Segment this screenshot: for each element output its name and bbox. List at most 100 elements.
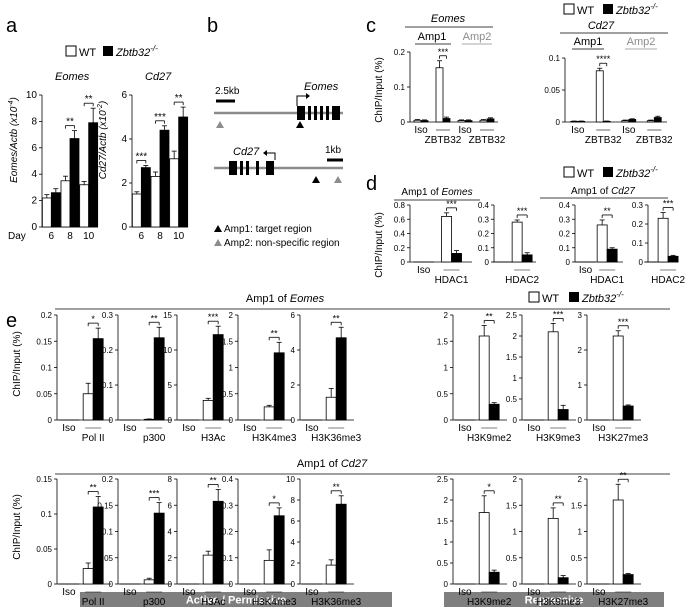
bar-wt [457, 120, 466, 123]
x-tick-label: H3K4me3 [252, 433, 297, 444]
d-eomes-title-gene: Eomes [441, 187, 472, 198]
x-tick-label: H3K27me3 [598, 597, 648, 608]
a-eomes-ylabel-text: Eomes/Actb (x10 [9, 106, 20, 183]
y-tick-label: 1.5 [571, 501, 583, 510]
y-tick-label: 6 [291, 517, 296, 526]
y-tick-label: 1 [578, 381, 583, 390]
cd27-tss-arrow [267, 152, 276, 160]
significance-label: *** [663, 199, 674, 209]
e-eomes-title: Amp1 of Eomes [246, 293, 325, 305]
y-tick-label: 0.05 [544, 86, 560, 95]
eomes-exon [297, 106, 305, 120]
y-tick-label: 0.1 [41, 510, 53, 519]
cd27-exon [256, 161, 259, 175]
significance-label: ** [555, 494, 563, 504]
bar-wt [547, 331, 559, 421]
bar-wt [478, 335, 490, 421]
y-tick-label: 2.5 [437, 475, 449, 484]
d-cd27-title: Amp1 of Cd27 [571, 186, 635, 197]
x-tick-label: ZBTB32 [425, 135, 462, 146]
bar-ko [212, 500, 224, 585]
x-tick-label: Iso [62, 423, 76, 434]
x-tick-label: Iso [123, 587, 137, 598]
y-tick-label: 5 [168, 381, 173, 390]
bar-ko [88, 122, 99, 228]
legend-ko-name: Zbtb32 [615, 5, 650, 17]
significance-label: ** [333, 313, 341, 323]
a-eomes-ylabel: Eomes/Actb (x10-4) [8, 97, 20, 183]
y-tick-label: 4 [291, 538, 296, 547]
bar-ko [159, 129, 170, 228]
chart-e-eomes-polii: 0 0.05 0.1 0.15 0.2 * Iso Pol II [36, 311, 111, 444]
bar-ko [335, 337, 347, 421]
y-tick-label: 0 [168, 416, 173, 425]
y-tick-label: 0 [556, 118, 561, 127]
a-cd27-ylabel: Cd27/Actb (x10-2) [97, 101, 109, 180]
x-tick-label: ZBTB32 [585, 135, 622, 146]
y-tick-label: 0.6 [394, 215, 406, 224]
x-tick-label: H3K9me3 [536, 597, 581, 608]
x-tick-label: H3K9me3 [536, 433, 581, 444]
y-tick-label: 6 [291, 311, 296, 320]
e-cd27-title-prefix: Amp1 of [297, 458, 341, 470]
x-tick-label: H3K36me3 [311, 433, 361, 444]
eomes-exons [297, 106, 340, 120]
bar-ko [602, 120, 611, 123]
significance-label: **** [596, 54, 611, 64]
chart-e-cd27-h3ac: 0 2 4 6 8 ** Iso H3Ac [168, 475, 231, 608]
x-tick-label: H3K27me3 [598, 433, 648, 444]
y-tick-label: 6 [31, 143, 37, 154]
x-tick-label: Iso [414, 125, 428, 136]
e-eomes-title-gene: Eomes [290, 293, 325, 305]
bar-ko [420, 120, 429, 123]
c-cd27-amp2: Amp2 [627, 36, 656, 48]
bar-wt [143, 579, 155, 585]
x-tick-label: H3K9me2 [467, 433, 512, 444]
scale-label-top: 2.5kb [215, 86, 240, 97]
cd27-exon [246, 161, 249, 175]
bar-wt [60, 180, 71, 228]
y-tick-label: 0 [121, 222, 127, 233]
legend-ko-swatch [603, 4, 613, 14]
legend-d: WT Zbtb32-/- [563, 165, 658, 180]
x-tick-label: Iso [305, 423, 319, 434]
eomes-amp1-marker [296, 121, 304, 128]
legend-amp1-label: Amp1: target region [224, 224, 312, 235]
y-tick-label: 0 [401, 118, 406, 127]
x-tick-label: Iso [62, 587, 76, 598]
x-tick-label: HDAC1 [435, 275, 469, 286]
significance-label: *** [149, 489, 160, 499]
y-tick-label: 3 [578, 311, 583, 320]
significance-label: ** [333, 482, 341, 492]
y-tick-label: 0 [578, 580, 583, 589]
bar-wt [263, 559, 275, 585]
y-tick-label: 2 [121, 178, 127, 189]
y-tick-label: 0.4 [559, 201, 571, 210]
y-tick-label: 1 [513, 374, 518, 383]
legend-wt-label: WT [577, 168, 594, 180]
y-tick-label: 0 [109, 416, 114, 425]
bar-wt [595, 70, 604, 123]
significance-label: ** [85, 94, 93, 105]
y-tick-label: 0.5 [222, 390, 234, 399]
y-tick-label: 0 [578, 416, 583, 425]
y-tick-label: 6 [168, 501, 173, 510]
y-tick-label: 0 [444, 580, 449, 589]
banner-active-permissive [80, 592, 392, 607]
legend-ko-swatch [569, 292, 579, 302]
significance-label: ** [210, 476, 218, 486]
d-cd27-title-gene: Cd27 [611, 186, 635, 197]
bar-ko [486, 118, 495, 123]
bar-wt [41, 197, 52, 228]
bar-ko [667, 255, 679, 263]
y-tick-label: 2 [168, 554, 173, 563]
legend-ko-sup: -/- [150, 44, 158, 53]
cd27-exon [240, 161, 243, 175]
